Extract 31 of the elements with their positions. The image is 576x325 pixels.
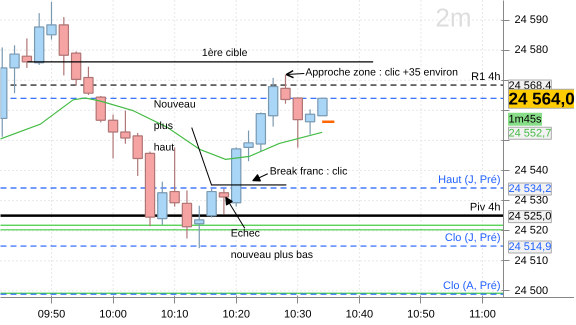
annotation: 24 552,7 <box>508 127 552 140</box>
annotation: 1ère cible <box>202 46 248 59</box>
y-tick-label: 24 530 <box>514 194 548 207</box>
ref-line-label: Haut (J, Pré) <box>438 174 501 186</box>
annotation: Approche zone : clic +35 environ <box>305 66 458 79</box>
ref-line-label: Clo (J, Pré) <box>444 232 501 244</box>
annotation: 24 568,4 <box>508 80 552 92</box>
x-tick-label: 10:50 <box>407 308 435 320</box>
y-tick-label: 24 520 <box>514 224 548 237</box>
annotation: 24 525,0 <box>508 210 552 223</box>
annotation: 1m45s <box>508 113 542 126</box>
y-tick-label: 24 580 <box>514 44 548 56</box>
ref-line-label: R1 4h <box>471 71 501 84</box>
ref-line-label: Piv 4h <box>470 202 501 214</box>
x-tick-label: 10:10 <box>160 308 188 320</box>
annotation: 24 514,9 <box>508 241 552 254</box>
ref-line-label: Clo (A, Pré) <box>443 280 501 292</box>
annotation: Break franc : clic <box>270 166 348 178</box>
x-tick-label: 10:40 <box>346 308 374 320</box>
annotation: 24 534,2 <box>508 182 552 195</box>
y-tick-label: 24 590 <box>514 14 548 26</box>
x-tick-label: 09:50 <box>38 308 66 320</box>
x-tick-label: 10:30 <box>284 308 312 320</box>
x-tick-label: 10:20 <box>222 308 250 320</box>
y-tick-label: 24 500 <box>514 284 548 297</box>
y-tick-label: 24 510 <box>514 254 548 267</box>
x-tick-label: 11:00 <box>469 308 496 320</box>
y-tick-label: 24 540 <box>514 164 548 177</box>
x-tick-label: 10:00 <box>99 308 127 320</box>
annotation: Echec nouveau plus bas <box>230 227 314 261</box>
annotation: 24 564,0 <box>508 89 575 108</box>
